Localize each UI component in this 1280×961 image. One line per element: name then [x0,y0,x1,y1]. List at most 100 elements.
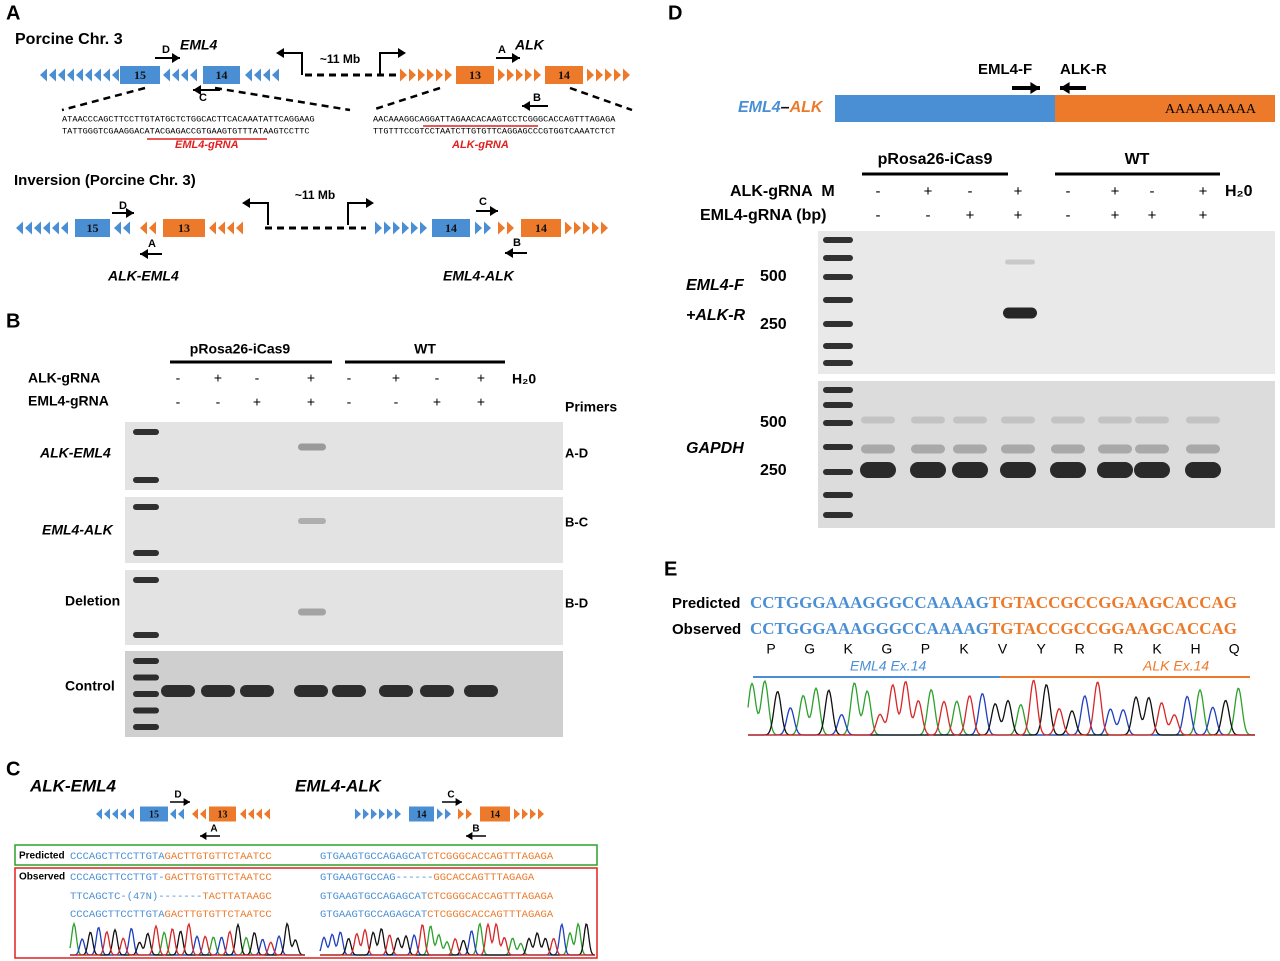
sequence-part: CCCAGCTTCCTTGT- [70,872,165,884]
label: EML4-F [686,277,745,294]
band [911,416,945,424]
label: D [162,44,170,56]
arrow-head [512,53,520,63]
exon [163,219,205,237]
ladder-band [823,469,853,475]
dashed-line [61,86,146,112]
sign: - [176,394,181,410]
amino-acid: Q [1229,641,1240,657]
label: EML4-ALK [443,268,515,284]
poly-a: AAAAAAAAA [1165,102,1257,117]
sequence-part: CTCGGGCACCAGTTTAGAGA [427,909,554,921]
ladder-band [823,343,853,349]
chromatogram-trace [748,679,1255,736]
chevron [140,221,147,235]
chevron [402,221,409,235]
amino-acid: R [1113,641,1123,657]
arrow-head [505,248,513,258]
label: Observed [672,621,741,638]
amino-acid: K [959,641,969,657]
label: 250 [760,462,787,479]
arrow-head [522,101,530,111]
ladder-band [823,492,853,498]
sequence: CCCAGCTTCCTTGTAGACTTGTGTTCTAATCC [70,909,272,921]
chevron [522,808,528,820]
chevron [534,68,541,82]
sign: - [176,370,181,386]
arrow-head [193,85,201,95]
chevron [418,68,425,82]
amino-acid: G [804,641,815,657]
promoter [282,52,303,75]
sequence-part: CCTGGGAAAGGGCCAAAAG [750,619,989,638]
promoter [248,202,269,225]
ladder-band [133,658,159,664]
sequence: TTCAGCTC-(47N)-------TACTTATAAGC [70,891,272,903]
sign: - [1150,183,1155,200]
gel [125,497,563,563]
ladder-band [823,255,853,261]
ladder-band [133,429,159,435]
amino-acid: K [1152,641,1162,657]
label: +ALK-R [686,307,746,324]
band [379,685,413,697]
sign: - [876,207,881,224]
arrow-head [466,832,473,840]
chevron [436,68,443,82]
exon-label: 14 [417,809,427,820]
sequence: GTGAAGTGCCAG------GGCACCAGTTTAGAGA [320,872,535,884]
band [161,685,195,697]
exon-label: 14 [490,809,500,820]
sequence: TTGTTTCCGTCCTAATCTTGTGTTCAGGAGCCCGTGGTCA… [373,126,615,136]
sequence: CCTGGGAAAGGGCCAAAAGTGTACCGCCGGAAGCACCAG [750,593,1237,612]
chevron [49,68,56,82]
band [1097,462,1133,478]
ladder-band [133,724,159,730]
sign: + [1111,207,1120,224]
amino-acid: G [881,641,892,657]
sequence: GTGAAGTGCCAGAGCATCTCGGGCACCAGTTTAGAGA [320,909,554,921]
chevron [227,221,234,235]
exon [140,806,168,822]
sequence: GTGAAGTGCCAGAGCATCTCGGGCACCAGTTTAGAGA [320,851,554,863]
band [1186,444,1220,454]
chevron [437,808,443,820]
band [420,685,454,697]
band [464,685,498,697]
label: Porcine Chr. 3 [15,31,123,48]
label: Inversion (Porcine Chr. 3) [14,172,196,189]
construct-part: EML4 [738,99,781,116]
ladder-band [133,691,159,697]
ladder-band [823,387,853,393]
sign: - [255,370,260,386]
chevron [387,808,393,820]
label: Observed [19,872,65,883]
label: EML4-F [978,61,1032,78]
exon [203,66,240,84]
sequence-part: CCCAGCTTCCTTGTA [70,909,165,921]
label: ALK-gRNA [730,183,813,200]
label: EML4 Ex.14 [850,658,926,674]
sequence-part: CTCGGGCACCAGTTTAGAGA [427,891,554,903]
label: WT [414,341,436,357]
ladder-band [823,297,853,303]
amino-acid: H [1191,641,1201,657]
label: B [472,824,479,835]
amino-acid: R [1075,641,1085,657]
chevron [516,68,523,82]
sequence-part: GTGAAGTGCCAG------ [320,872,433,884]
band [953,416,987,424]
ladder-band [823,444,853,450]
chevron [393,221,400,235]
sign: - [347,370,352,386]
arrow-head [242,198,250,208]
chevron [67,68,74,82]
chevron [236,221,243,235]
label: WT [1125,151,1150,168]
chevron [264,808,270,820]
ladder-band [823,360,853,366]
label: ALK-R [1060,61,1107,78]
chevron [498,221,505,235]
sequence-part: GTGAAGTGCCAGAGCAT [320,851,427,863]
sign: + [1199,207,1208,224]
